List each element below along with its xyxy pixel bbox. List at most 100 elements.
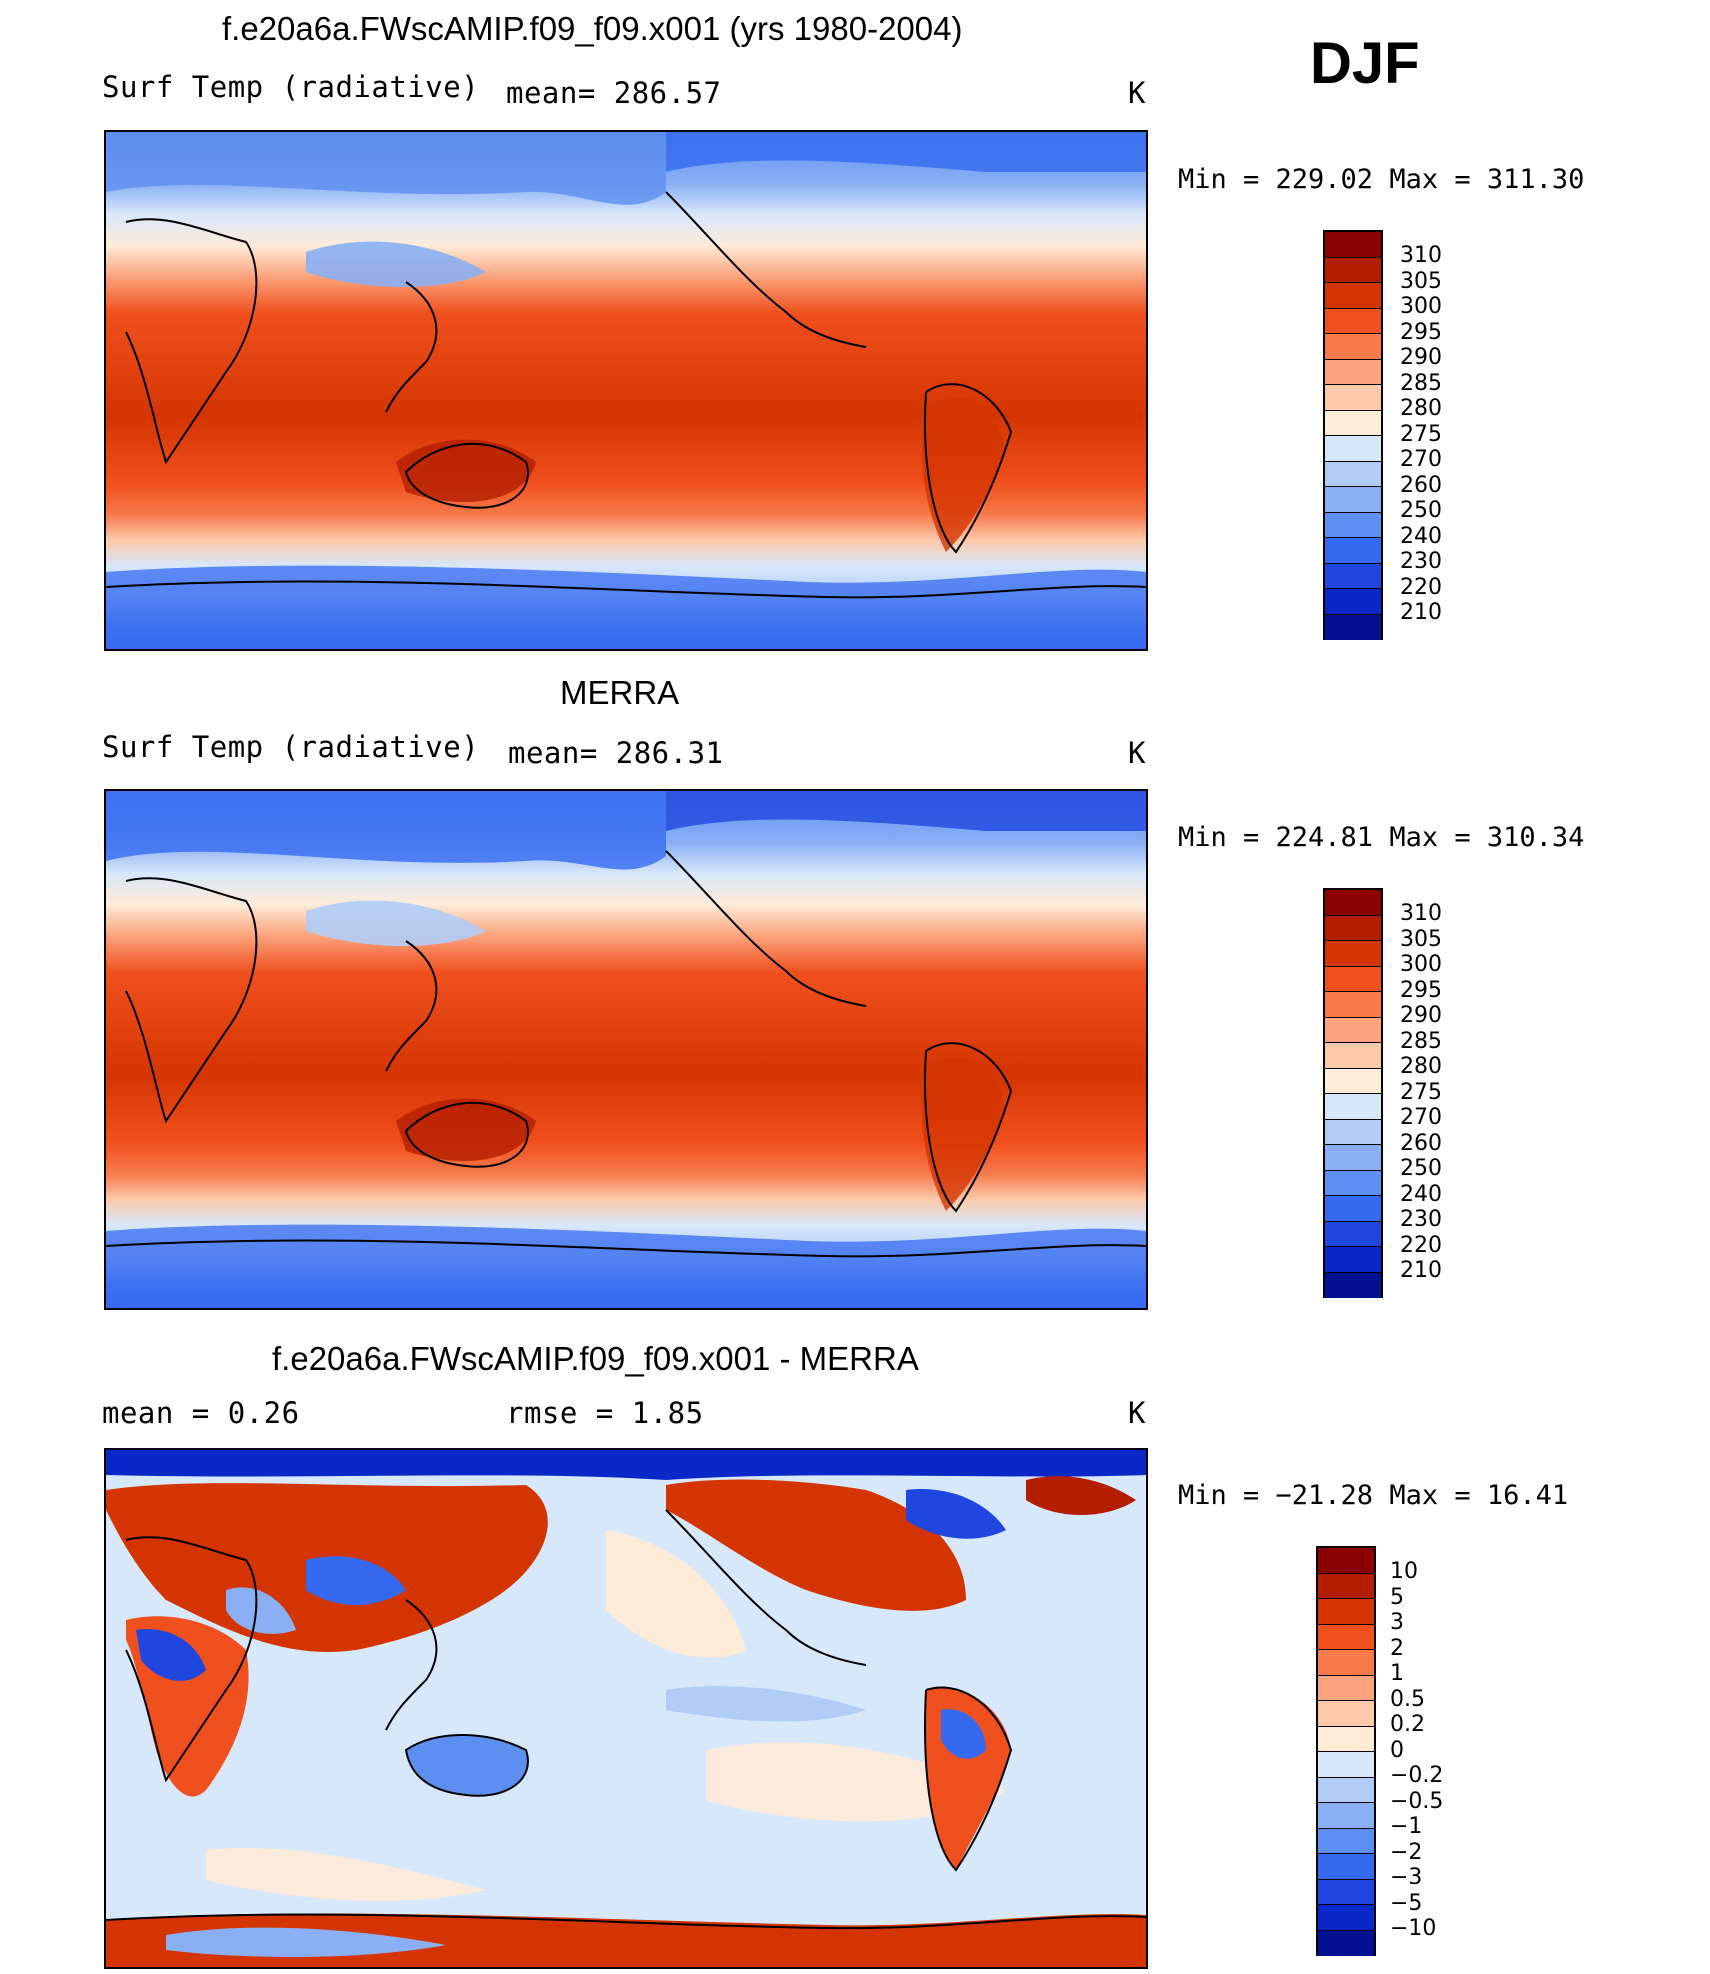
colorbar-swatch <box>1325 563 1381 589</box>
colorbar-tick-label: 270 <box>1400 447 1442 472</box>
panel-3-rmse-label: rmse = 1.85 <box>506 1396 704 1430</box>
colorbar-tick-label: 305 <box>1400 268 1442 294</box>
colorbar-swatch <box>1325 308 1381 334</box>
panel-1-map-svg <box>106 132 1146 649</box>
colorbar-tick-label: −0.2 <box>1390 1763 1444 1788</box>
colorbar-swatch <box>1318 1752 1374 1778</box>
colorbar-swatch <box>1325 941 1381 967</box>
panel-2-title: MERRA <box>560 674 680 711</box>
colorbar-swatch <box>1325 436 1381 462</box>
colorbar-tick-label: 5 <box>1390 1584 1404 1610</box>
colorbar-swatch <box>1318 1675 1374 1701</box>
panel-1-unit-label: K <box>1128 76 1146 110</box>
panel-3-unit-label: K <box>1128 1396 1146 1430</box>
colorbar-swatch <box>1325 1017 1381 1043</box>
panel-2-map-svg <box>106 791 1146 1308</box>
colorbar-tick-label: 260 <box>1400 472 1442 498</box>
colorbar-swatch <box>1325 614 1381 640</box>
colorbar-tick-label: 220 <box>1400 574 1442 600</box>
colorbar-swatch <box>1325 1094 1381 1120</box>
colorbar-swatch <box>1318 1650 1374 1676</box>
colorbar-tick-label: 0.5 <box>1390 1686 1425 1712</box>
colorbar-swatch <box>1318 1828 1374 1854</box>
colorbar-tick-label: 230 <box>1400 1207 1442 1232</box>
panel-1-minmax: Min = 229.02 Max = 311.30 <box>1178 164 1585 195</box>
colorbar-swatch <box>1325 538 1381 564</box>
panel-2-colorbar <box>1323 888 1383 1298</box>
colorbar-swatch <box>1318 1573 1374 1599</box>
colorbar-tick-label: 270 <box>1400 1105 1442 1130</box>
colorbar-swatch <box>1325 1170 1381 1196</box>
panel-3-map-svg <box>106 1450 1146 1967</box>
panel-2-unit-label: K <box>1128 736 1146 770</box>
colorbar-tick-label: 285 <box>1400 1028 1442 1054</box>
colorbar-tick-label: 1 <box>1390 1661 1404 1686</box>
colorbar-tick-label: 310 <box>1400 901 1442 926</box>
colorbar-swatch <box>1325 512 1381 538</box>
colorbar-swatch <box>1318 1905 1374 1931</box>
colorbar-tick-label: −1 <box>1390 1814 1423 1839</box>
colorbar-tick-label: 275 <box>1400 421 1442 447</box>
panel-2-mean-label: mean= 286.31 <box>508 736 724 770</box>
colorbar-tick-label: −0.5 <box>1390 1788 1444 1814</box>
colorbar-swatch <box>1325 915 1381 941</box>
colorbar-swatch <box>1325 232 1381 258</box>
panel-2-variable-label: Surf Temp (radiative) <box>102 730 480 764</box>
colorbar-swatch <box>1325 385 1381 411</box>
colorbar-swatch <box>1325 334 1381 360</box>
colorbar-tick-label: 275 <box>1400 1079 1442 1105</box>
colorbar-swatch <box>1325 1247 1381 1273</box>
colorbar-swatch <box>1325 966 1381 992</box>
colorbar-swatch <box>1325 589 1381 615</box>
colorbar-swatch <box>1325 359 1381 385</box>
colorbar-tick-label: 310 <box>1400 243 1442 268</box>
colorbar-tick-label: 230 <box>1400 549 1442 574</box>
panel-1-colorbar <box>1323 230 1383 640</box>
colorbar-swatch <box>1325 410 1381 436</box>
colorbar-tick-label: 0.2 <box>1390 1712 1425 1737</box>
colorbar-tick-label: 295 <box>1400 319 1442 345</box>
colorbar-tick-label: 2 <box>1390 1635 1404 1661</box>
colorbar-tick-label: 295 <box>1400 977 1442 1003</box>
colorbar-tick-label: 260 <box>1400 1130 1442 1156</box>
colorbar-swatch <box>1318 1777 1374 1803</box>
colorbar-tick-label: −2 <box>1390 1839 1423 1865</box>
panel-3-colorbar-labels: 10 5 3 2 1 0.5 0.2 0 −0.2 −0.5 −1 −2 −3 … <box>1390 1559 1443 1942</box>
colorbar-tick-label: 250 <box>1400 1156 1442 1181</box>
panel-3-map <box>104 1448 1148 1969</box>
colorbar-tick-label: 220 <box>1400 1232 1442 1258</box>
panel-1-title: f.e20a6a.FWscAMIP.f09_f09.x001 (yrs 1980… <box>222 10 963 47</box>
colorbar-swatch <box>1325 1119 1381 1145</box>
colorbar-tick-label: 300 <box>1400 294 1442 319</box>
colorbar-swatch <box>1318 1879 1374 1905</box>
colorbar-tick-label: 0 <box>1390 1737 1404 1763</box>
colorbar-swatch <box>1325 1043 1381 1069</box>
panel-3-title: f.e20a6a.FWscAMIP.f09_f09.x001 - MERRA <box>272 1340 919 1377</box>
panel-2-colorbar-labels: 310 305 300 295 290 285 280 275 270 260 … <box>1400 901 1442 1284</box>
colorbar-swatch <box>1325 1272 1381 1298</box>
colorbar-tick-label: −3 <box>1390 1865 1423 1890</box>
colorbar-swatch <box>1325 992 1381 1018</box>
panel-3-mean-label: mean = 0.26 <box>102 1396 300 1430</box>
colorbar-tick-label: −10 <box>1390 1916 1437 1941</box>
colorbar-swatch <box>1325 461 1381 487</box>
panel-2-map <box>104 789 1148 1310</box>
colorbar-tick-label: 300 <box>1400 952 1442 977</box>
colorbar-tick-label: 210 <box>1400 1258 1442 1283</box>
colorbar-tick-label: 250 <box>1400 498 1442 523</box>
colorbar-swatch <box>1325 257 1381 283</box>
panel-1-colorbar-labels: 310 305 300 295 290 285 280 275 270 260 … <box>1400 243 1442 626</box>
colorbar-tick-label: 285 <box>1400 370 1442 396</box>
panel-1-map <box>104 130 1148 651</box>
colorbar-swatch <box>1318 1930 1374 1956</box>
colorbar-swatch <box>1325 1145 1381 1171</box>
colorbar-tick-label: 290 <box>1400 345 1442 370</box>
colorbar-swatch <box>1318 1803 1374 1829</box>
colorbar-swatch <box>1318 1701 1374 1727</box>
colorbar-tick-label: 240 <box>1400 523 1442 549</box>
panel-2-minmax: Min = 224.81 Max = 310.34 <box>1178 822 1585 853</box>
colorbar-tick-label: 3 <box>1390 1610 1404 1635</box>
colorbar-swatch <box>1318 1854 1374 1880</box>
colorbar-swatch <box>1325 1221 1381 1247</box>
panel-1-variable-label: Surf Temp (radiative) <box>102 70 480 104</box>
